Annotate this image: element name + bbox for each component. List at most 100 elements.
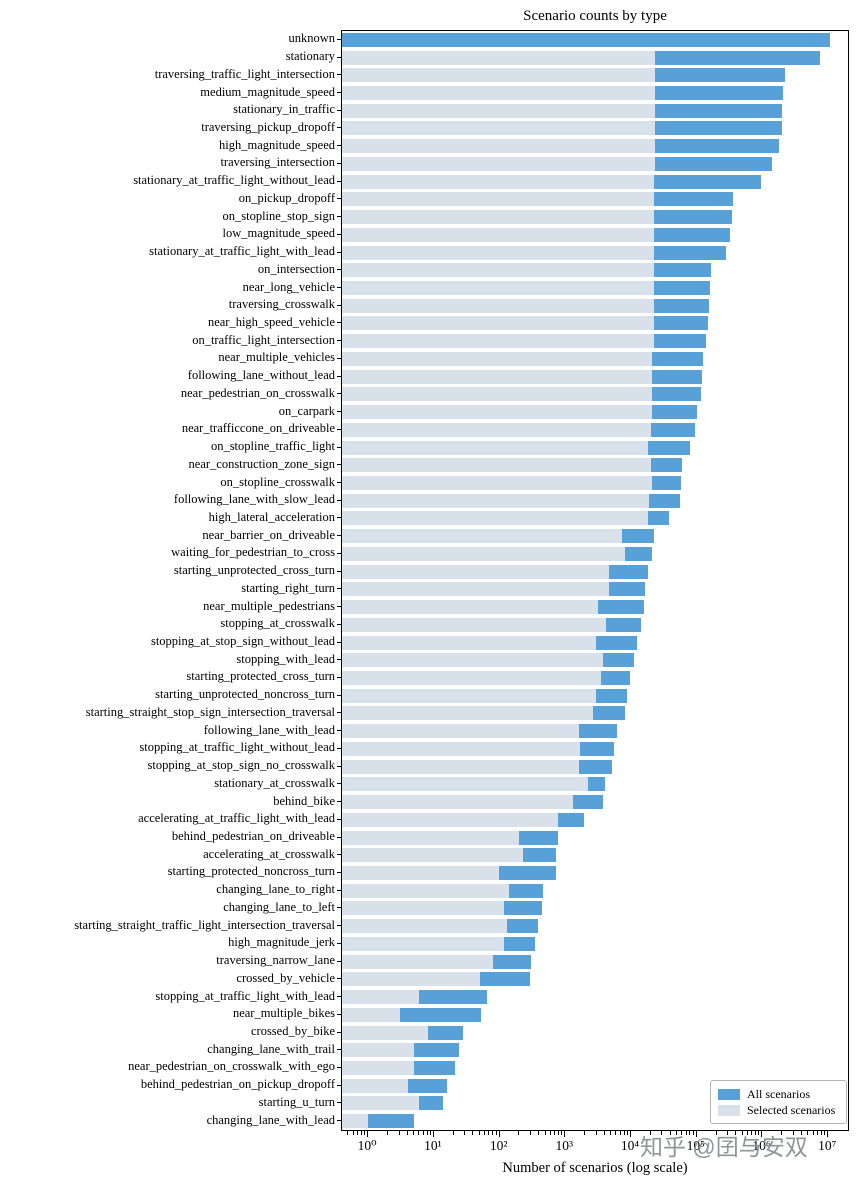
selected-scenarios-bar [342, 458, 651, 473]
selected-scenarios-bar [342, 1007, 400, 1022]
legend-label-selected-scenarios: Selected scenarios [747, 1102, 836, 1117]
all-scenarios-bar [342, 32, 830, 47]
x-minor-tick-mark [364, 1131, 366, 1135]
y-tick-mark [337, 960, 341, 962]
x-minor-tick-mark [685, 1131, 687, 1135]
selected-scenarios-swatch [718, 1104, 740, 1116]
y-tick-mark [337, 1049, 341, 1051]
selected-scenarios-bar [342, 1025, 428, 1040]
selected-scenarios-bar [342, 919, 507, 934]
x-minor-tick-mark [413, 1131, 415, 1135]
x-minor-tick-mark [488, 1131, 490, 1135]
x-minor-tick-mark [675, 1131, 677, 1135]
y-tick-mark [337, 216, 341, 218]
x-minor-tick-mark [603, 1131, 605, 1135]
category-label: crossed_by_vehicle [236, 970, 335, 985]
x-tick-label: 10¹ [424, 1138, 442, 1153]
x-minor-tick-mark [669, 1131, 671, 1135]
x-minor-tick-mark [386, 1131, 388, 1135]
chart-title: Scenario counts by type [523, 8, 667, 24]
x-minor-tick-mark [817, 1131, 819, 1135]
x-tick-mark [827, 1131, 829, 1137]
x-minor-tick-mark [518, 1131, 520, 1135]
x-tick-mark [498, 1131, 500, 1137]
y-tick-mark [337, 942, 341, 944]
x-tick-mark [695, 1131, 697, 1137]
y-tick-mark [337, 198, 341, 200]
category-label: stationary [285, 49, 335, 64]
category-label: changing_lane_with_lead [206, 1112, 335, 1127]
x-tick-label: 10⁷ [818, 1138, 837, 1153]
category-label: changing_lane_to_left [223, 899, 335, 914]
x-minor-tick-mark [529, 1131, 531, 1135]
y-tick-mark [337, 1102, 341, 1104]
selected-scenarios-bar [342, 529, 623, 544]
x-minor-tick-mark [615, 1131, 617, 1135]
selected-scenarios-bar [342, 724, 579, 739]
selected-scenarios-bar [342, 990, 420, 1005]
x-minor-tick-mark [352, 1131, 354, 1135]
x-tick-mark [432, 1131, 434, 1137]
y-tick-mark [337, 925, 341, 927]
category-label: stationary_at_crosswalk [214, 775, 335, 790]
selected-scenarios-bar [342, 263, 654, 278]
category-label: following_lane_with_lead [203, 722, 335, 737]
y-tick-mark [337, 552, 341, 554]
selected-scenarios-bar [342, 1114, 369, 1129]
category-label: starting_u_turn [258, 1094, 335, 1109]
x-minor-tick-mark [681, 1131, 683, 1135]
y-tick-mark [337, 411, 341, 413]
x-minor-tick-mark [472, 1131, 474, 1135]
y-tick-mark [337, 38, 341, 40]
x-minor-tick-mark [495, 1131, 497, 1135]
x-minor-tick-mark [595, 1131, 597, 1135]
category-label: on_pickup_dropoff [238, 190, 335, 205]
selected-scenarios-bar [342, 653, 603, 668]
x-minor-tick-mark [801, 1131, 803, 1135]
y-tick-mark [337, 676, 341, 678]
x-tick-label: 10⁴ [620, 1138, 640, 1153]
category-label: near_pedestrian_on_crosswalk [180, 385, 335, 400]
selected-scenarios-bar [342, 936, 504, 951]
y-tick-mark [337, 446, 341, 448]
x-tick-label: 10² [489, 1138, 508, 1153]
x-tick-label: 10⁶ [752, 1138, 771, 1153]
category-label: near_barrier_on_driveable [202, 527, 335, 542]
category-label: on_stopline_traffic_light [210, 439, 335, 454]
x-tick-mark [564, 1131, 566, 1137]
selected-scenarios-bar [342, 972, 480, 987]
y-tick-mark [337, 818, 341, 820]
category-label: starting_straight_traffic_light_intersec… [74, 917, 335, 932]
category-label: near_construction_zone_sign [188, 456, 335, 471]
y-tick-mark [337, 907, 341, 909]
y-axis-labels: unknown stationary traversing_traffic_ligh… [0, 30, 341, 1131]
y-tick-mark [337, 109, 341, 111]
category-label: starting_protected_noncross_turn [167, 864, 335, 879]
x-minor-tick-mark [406, 1131, 408, 1135]
x-minor-tick-mark [758, 1131, 760, 1135]
y-tick-mark [337, 641, 341, 643]
selected-scenarios-bar [342, 227, 654, 242]
selected-scenarios-bar [342, 1078, 408, 1093]
watermark: 知乎 @囝与安双 [640, 1134, 808, 1160]
selected-scenarios-bar [342, 316, 654, 331]
selected-scenarios-bar [342, 139, 655, 154]
selected-scenarios-bar [342, 476, 653, 490]
y-tick-mark [337, 588, 341, 590]
selected-scenarios-bar [342, 830, 519, 845]
x-minor-tick-mark [735, 1131, 737, 1135]
category-label: traversing_crosswalk [228, 297, 335, 312]
selected-scenarios-bar [342, 546, 626, 561]
category-label: starting_protected_cross_turn [186, 669, 335, 684]
x-minor-tick-mark [554, 1131, 556, 1135]
selected-scenarios-bar [342, 706, 593, 721]
selected-scenarios-bar [342, 954, 494, 969]
x-minor-tick-mark [812, 1131, 814, 1135]
category-label: near_multiple_bikes [232, 1006, 335, 1021]
y-tick-mark [337, 180, 341, 182]
x-minor-tick-mark [715, 1131, 717, 1135]
x-minor-tick-mark [398, 1131, 400, 1135]
x-minor-tick-mark [452, 1131, 454, 1135]
x-minor-tick-mark [360, 1131, 362, 1135]
